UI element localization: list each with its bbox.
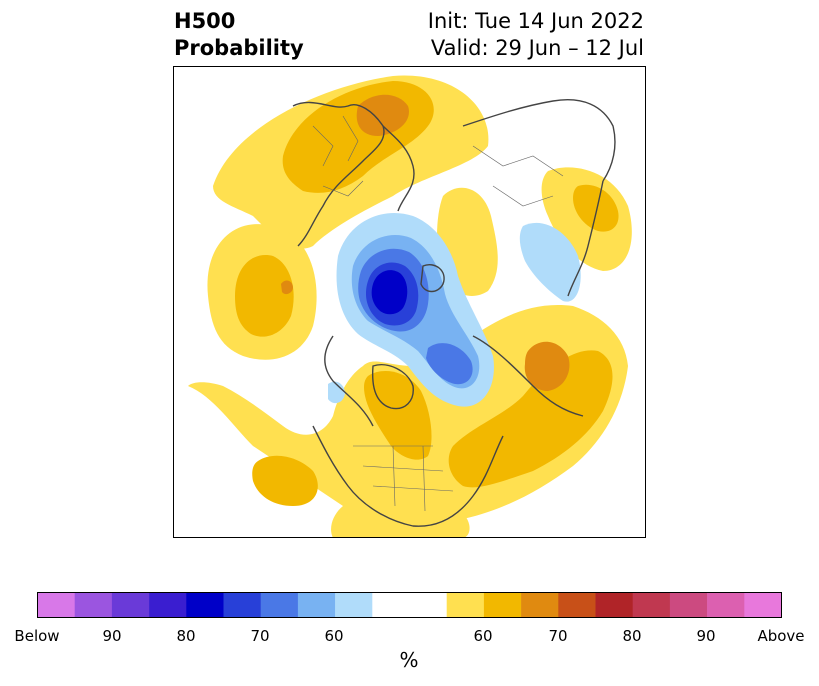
above-region-atlantic-max (281, 280, 293, 295)
colorbar-frame (37, 592, 782, 618)
colorbar-cell (37, 592, 75, 618)
colorbar-cell (149, 592, 187, 618)
colorbar-units: % (399, 648, 419, 672)
colorbar-cell (335, 592, 373, 618)
colorbar-cell (111, 592, 150, 618)
map-title-line2: Probability (174, 36, 304, 60)
coastline-arctic-islands (420, 264, 445, 293)
coastlines (292, 99, 616, 527)
below-region-arctic-max (371, 270, 408, 315)
coastline-europe (292, 101, 385, 247)
colorbar-tick-label: Above (757, 627, 805, 645)
colorbar-cell (74, 592, 113, 618)
colorbar-cell (669, 592, 708, 618)
colorbar-cell (186, 592, 224, 618)
probability-map (173, 66, 646, 538)
political-borders (312, 115, 564, 512)
colorbar-cell (707, 592, 745, 618)
below-max-regions (371, 270, 408, 315)
border-north-america (353, 445, 454, 512)
coastline-greenland (324, 335, 374, 427)
colorbar-cell (744, 592, 782, 618)
above-80-regions (281, 94, 570, 391)
above-region-east-max (524, 341, 570, 391)
colorbar-tick-label: 80 (176, 627, 196, 645)
coastline-alaska (472, 335, 584, 417)
probability-colorbar (37, 592, 782, 618)
below-region-asia (519, 222, 581, 302)
above-region-south (331, 496, 470, 538)
map-date-info: Init: Tue 14 Jun 2022 Valid: 29 Jun – 12… (428, 8, 644, 62)
init-date: Init: Tue 14 Jun 2022 (427, 9, 644, 33)
map-frame (173, 66, 646, 538)
above-region-europe-max (356, 94, 409, 136)
coastline-kamchatka (567, 180, 604, 297)
coastline-asia (462, 99, 616, 182)
colorbar-cells (37, 592, 782, 618)
colorbar-cell (483, 592, 522, 618)
above-region-east-core (448, 350, 613, 488)
above-region-atlantic-core (235, 255, 294, 337)
above-region-west-core (252, 455, 318, 506)
coastline-north-america (312, 425, 504, 527)
above-region-central-core (364, 371, 432, 460)
colorbar-cell (595, 592, 633, 618)
below-region-small (328, 381, 345, 404)
valid-range: Valid: 29 Jun – 12 Jul (430, 36, 644, 60)
colorbar-cell (446, 592, 485, 618)
map-title-line1: H500 (174, 9, 236, 33)
coastline-hudson-bay (371, 364, 414, 410)
map-title: H500 Probability (174, 8, 304, 62)
colorbar-tick-label: Below (14, 627, 60, 645)
above-region-pacific-core (573, 184, 619, 232)
colorbar-tick-label: 60 (473, 627, 493, 645)
colorbar-tick-label: 90 (696, 627, 716, 645)
border-europe (312, 115, 364, 197)
colorbar-tick-label: 80 (622, 627, 642, 645)
colorbar-tick-label: 70 (548, 627, 568, 645)
coastline-scandinavia (382, 125, 415, 212)
border-asia (472, 145, 564, 207)
colorbar-cell (372, 592, 447, 618)
colorbar-cell (558, 592, 596, 618)
colorbar-cell (632, 592, 671, 618)
colorbar-tick-label: 90 (102, 627, 122, 645)
colorbar-cell (521, 592, 559, 618)
colorbar-cell (260, 592, 299, 618)
colorbar-tick-label: 70 (250, 627, 270, 645)
colorbar-cell (223, 592, 261, 618)
below-region-canada-strong (426, 343, 473, 385)
colorbar-cell (297, 592, 336, 618)
colorbar-tick-label: 60 (324, 627, 344, 645)
